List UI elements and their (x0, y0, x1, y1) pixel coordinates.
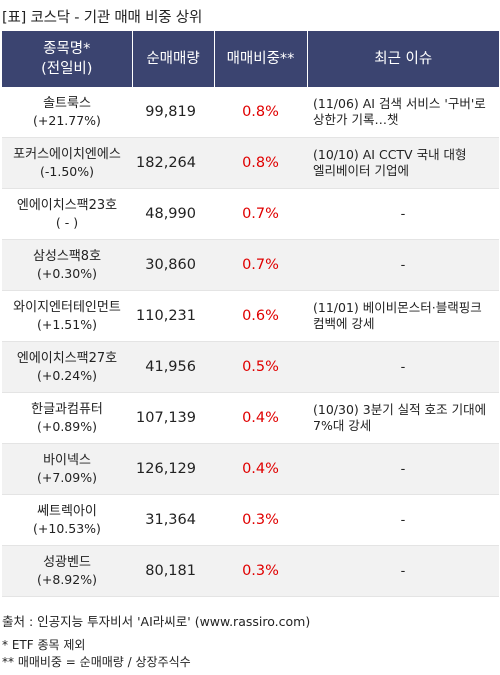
stock-name-cell: 와이지엔터테인먼트 (+1.51%) (2, 290, 132, 342)
header-issue: 최근 이슈 (307, 31, 499, 87)
stock-name-cell: 엔에이치스팩23호 ( - ) (2, 188, 132, 240)
header-volume: 순매매량 (132, 31, 215, 87)
recent-issue: - (307, 494, 499, 546)
stock-change: (-1.50%) (40, 164, 94, 179)
table-row: 쎄트렉아이 (+10.53%) 31,364 0.3% - (2, 494, 499, 546)
net-volume: 80,181 (132, 545, 214, 597)
header-ratio: 매매비중** (214, 31, 308, 87)
stock-change: (+0.24%) (37, 368, 97, 383)
stock-name-cell: 솔트룩스 (+21.77%) (2, 87, 132, 138)
stock-name-cell: 한글과컴퓨터 (+0.89%) (2, 392, 132, 444)
stock-name-cell: 포커스에이치엔에스 (-1.50%) (2, 137, 132, 189)
trade-ratio: 0.8% (214, 137, 307, 189)
stock-change: (+10.53%) (33, 521, 101, 536)
table-row: 와이지엔터테인먼트 (+1.51%) 110,231 0.6% (11/01) 베이비몬… (2, 290, 499, 342)
stock-change: (+8.92%) (37, 572, 97, 587)
net-volume: 182,264 (132, 137, 214, 189)
trade-ratio: 0.4% (214, 392, 307, 444)
stock-name: 솔트룩스 (43, 96, 91, 111)
stock-name: 성광벤드 (43, 555, 91, 570)
recent-issue: - (307, 443, 499, 495)
recent-issue-cell: (10/30) 3분기 실적 호조 기대에 7%대 강세 (307, 392, 499, 444)
stock-change: ( - ) (55, 215, 79, 230)
stock-name: 한글과컴퓨터 (31, 402, 103, 417)
trade-ratio: 0.8% (214, 87, 307, 138)
stock-change: (+1.51%) (37, 317, 97, 332)
stock-name: 쎄트렉아이 (37, 504, 97, 519)
recent-issue: - (307, 341, 499, 393)
net-volume: 30,860 (132, 239, 214, 291)
recent-issue: - (307, 188, 499, 240)
net-volume: 48,990 (132, 188, 214, 240)
trade-ratio: 0.7% (214, 239, 307, 291)
stock-name: 삼성스팩8호 (32, 249, 102, 264)
stock-name: 엔에이치스팩23호 (16, 198, 118, 213)
recent-issue-cell: (11/01) 베이비몬스터·블랙핑크 컴백에 강세 (307, 290, 499, 342)
net-volume: 99,819 (132, 87, 214, 138)
recent-issue: - (307, 545, 499, 597)
trade-ratio: 0.7% (214, 188, 307, 240)
stock-name-cell: 쎄트렉아이 (+10.53%) (2, 494, 132, 546)
recent-issue: (10/10) AI CCTV 국내 대형 엘리베이터 기업에 (313, 147, 467, 178)
net-volume: 126,129 (132, 443, 214, 495)
recent-issue-cell: (11/06) AI 검색 서비스 '구버'로 상한가 기록…챗 (307, 87, 499, 138)
source-note: 출처 : 인공지능 투자비서 'AI라씨로' (www.rassiro.com) (2, 614, 311, 629)
table-row: 엔에이치스팩23호 ( - ) 48,990 0.7% - (2, 188, 499, 240)
stock-name-cell: 성광벤드 (+8.92%) (2, 545, 132, 597)
trade-ratio: 0.4% (214, 443, 307, 495)
header-name-line1: 종목명* (43, 41, 91, 57)
header-name-line2: (전일비) (41, 61, 93, 77)
net-volume: 41,956 (132, 341, 214, 393)
table-row: 엔에이치스팩27호 (+0.24%) 41,956 0.5% - (2, 341, 499, 393)
footnote-etf: * ETF 종목 제외 (2, 638, 86, 652)
footnote-ratio: ** 매매비중 = 순매매량 / 상장주식수 (2, 655, 191, 669)
stock-name: 와이지엔터테인먼트 (13, 300, 121, 315)
table-row: 성광벤드 (+8.92%) 80,181 0.3% - (2, 545, 499, 597)
trade-ratio: 0.3% (214, 494, 307, 546)
stock-name: 포커스에이치엔에스 (13, 147, 121, 162)
table-body: 솔트룩스 (+21.77%) 99,819 0.8% (11/06) AI 검색 서비스… (2, 87, 499, 597)
trade-ratio: 0.6% (214, 290, 307, 342)
stock-change: (+0.30%) (37, 266, 97, 281)
net-volume: 110,231 (132, 290, 214, 342)
net-volume: 107,139 (132, 392, 214, 444)
stock-change: (+21.77%) (33, 113, 101, 128)
stock-name-cell: 엔에이치스팩27호 (+0.24%) (2, 341, 132, 393)
page-title: [표] 코스닥 - 기관 매매 비중 상위 (2, 10, 203, 26)
recent-issue-cell: (10/10) AI CCTV 국내 대형 엘리베이터 기업에 (307, 137, 499, 189)
net-volume: 31,364 (132, 494, 214, 546)
recent-issue: (11/01) 베이비몬스터·블랙핑크 컴백에 강세 (313, 300, 482, 331)
header-name: 종목명* (전일비) (2, 31, 133, 87)
table-row: 한글과컴퓨터 (+0.89%) 107,139 0.4% (10/30) 3분기 실적 … (2, 392, 499, 444)
stock-name: 엔에이치스팩27호 (16, 351, 118, 366)
stock-name-cell: 삼성스팩8호 (+0.30%) (2, 239, 132, 291)
table-row: 솔트룩스 (+21.77%) 99,819 0.8% (11/06) AI 검색 서비스… (2, 87, 499, 138)
stock-name: 바이넥스 (43, 453, 91, 468)
stock-name-cell: 바이넥스 (+7.09%) (2, 443, 132, 495)
recent-issue: (11/06) AI 검색 서비스 '구버'로 상한가 기록…챗 (313, 96, 486, 127)
trade-ratio: 0.3% (214, 545, 307, 597)
stock-table: 종목명* (전일비) 순매매량 매매비중** 최근 이슈 솔트룩스 (+21.77… (2, 31, 499, 597)
recent-issue: - (307, 239, 499, 291)
table-header-row: 종목명* (전일비) 순매매량 매매비중** 최근 이슈 (2, 31, 499, 87)
table-row: 포커스에이치엔에스 (-1.50%) 182,264 0.8% (10/10) AI C… (2, 137, 499, 189)
stock-change: (+7.09%) (37, 470, 97, 485)
table-row: 삼성스팩8호 (+0.30%) 30,860 0.7% - (2, 239, 499, 291)
trade-ratio: 0.5% (214, 341, 307, 393)
stock-change: (+0.89%) (37, 419, 97, 434)
table-row: 바이넥스 (+7.09%) 126,129 0.4% - (2, 443, 499, 495)
recent-issue: (10/30) 3분기 실적 호조 기대에 7%대 강세 (313, 402, 487, 433)
